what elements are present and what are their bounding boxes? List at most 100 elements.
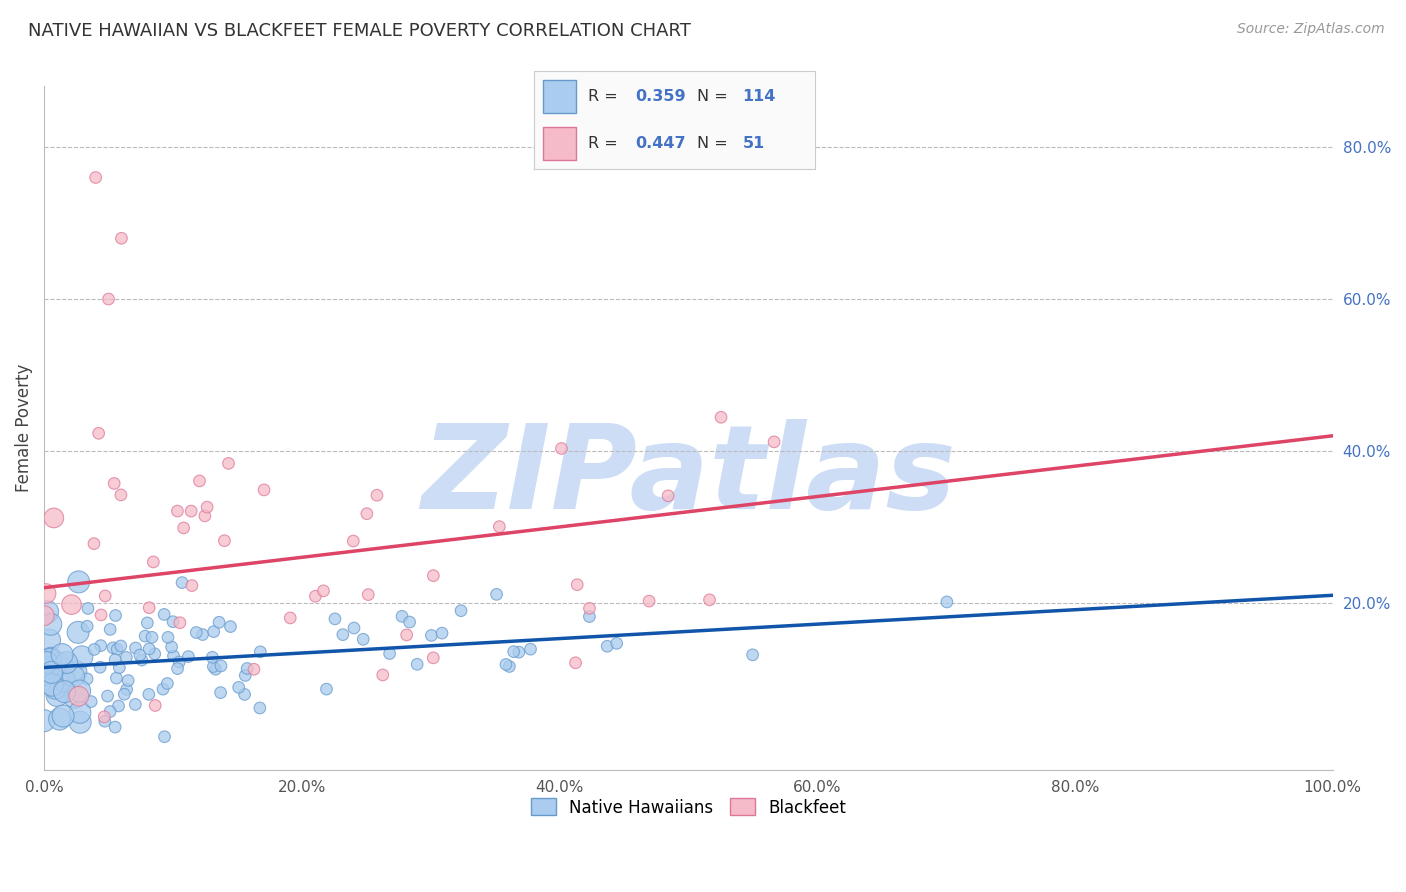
Point: [214, 533, 236, 548]
Point: [422, 568, 444, 582]
Point: [115, 682, 138, 697]
Bar: [543, 128, 576, 160]
Point: [304, 589, 326, 603]
Point: [323, 612, 346, 626]
Point: [153, 730, 176, 744]
Point: [450, 604, 472, 618]
Point: [219, 619, 242, 633]
Point: [152, 682, 174, 697]
Point: [169, 615, 191, 630]
Point: [55, 656, 77, 670]
Point: [67, 625, 90, 640]
Point: [34, 667, 56, 681]
Point: [167, 655, 190, 669]
Point: [935, 595, 957, 609]
Point: [60, 598, 83, 612]
Point: [249, 701, 271, 715]
Point: [69, 684, 91, 698]
Point: [101, 640, 124, 655]
Point: [153, 607, 176, 622]
Point: [105, 671, 128, 685]
Point: [87, 426, 110, 441]
Text: 0.447: 0.447: [636, 136, 686, 151]
Point: [166, 504, 188, 518]
Point: [32, 714, 55, 728]
Point: [204, 662, 226, 676]
Point: [371, 668, 394, 682]
Point: [332, 627, 354, 641]
Point: [228, 681, 250, 695]
Point: [343, 621, 366, 635]
Point: [69, 715, 91, 730]
Point: [107, 698, 129, 713]
Point: [209, 659, 232, 673]
Point: [98, 705, 121, 719]
Point: [37, 605, 59, 619]
Point: [104, 653, 127, 667]
Point: [62, 669, 84, 683]
Point: [67, 690, 90, 704]
Point: [162, 615, 184, 629]
Point: [93, 710, 115, 724]
Point: [124, 698, 146, 712]
Point: [699, 592, 721, 607]
Point: [763, 434, 786, 449]
Point: [233, 687, 256, 701]
Point: [398, 615, 420, 629]
Point: [352, 632, 374, 647]
Point: [97, 292, 120, 306]
Point: [38, 633, 60, 648]
Bar: [543, 80, 576, 112]
Point: [83, 536, 105, 550]
Point: [485, 587, 508, 601]
Point: [94, 589, 117, 603]
Point: [578, 601, 600, 615]
Point: [186, 625, 208, 640]
Point: [166, 662, 188, 676]
Point: [112, 687, 135, 701]
Point: [142, 555, 165, 569]
Text: Source: ZipAtlas.com: Source: ZipAtlas.com: [1237, 22, 1385, 37]
Point: [357, 588, 380, 602]
Point: [194, 508, 217, 523]
Point: [53, 674, 76, 689]
Point: [312, 583, 335, 598]
Point: [51, 648, 73, 662]
Point: [233, 668, 256, 682]
Point: [162, 648, 184, 663]
Point: [156, 676, 179, 690]
Point: [180, 578, 202, 592]
Point: [70, 649, 93, 664]
Point: [422, 650, 444, 665]
Point: [366, 488, 388, 502]
Point: [406, 657, 429, 672]
Point: [564, 656, 586, 670]
Point: [44, 681, 66, 696]
Point: [156, 631, 179, 645]
Point: [41, 665, 63, 680]
Point: [519, 642, 541, 657]
Text: 0.359: 0.359: [636, 89, 686, 103]
Point: [110, 231, 132, 245]
Point: [110, 488, 132, 502]
Point: [180, 504, 202, 518]
Point: [65, 665, 87, 679]
Text: N =: N =: [697, 89, 728, 103]
Point: [39, 651, 62, 665]
Point: [278, 611, 301, 625]
Point: [115, 650, 138, 665]
Point: [41, 678, 63, 692]
Point: [84, 170, 107, 185]
Point: [420, 628, 443, 642]
Point: [249, 645, 271, 659]
Point: [105, 642, 128, 657]
Point: [83, 642, 105, 657]
Point: [170, 575, 193, 590]
Point: [201, 650, 224, 665]
Point: [48, 712, 70, 726]
Text: R =: R =: [588, 136, 617, 151]
Point: [96, 689, 118, 703]
Point: [177, 649, 200, 664]
Point: [117, 673, 139, 688]
Point: [657, 489, 679, 503]
